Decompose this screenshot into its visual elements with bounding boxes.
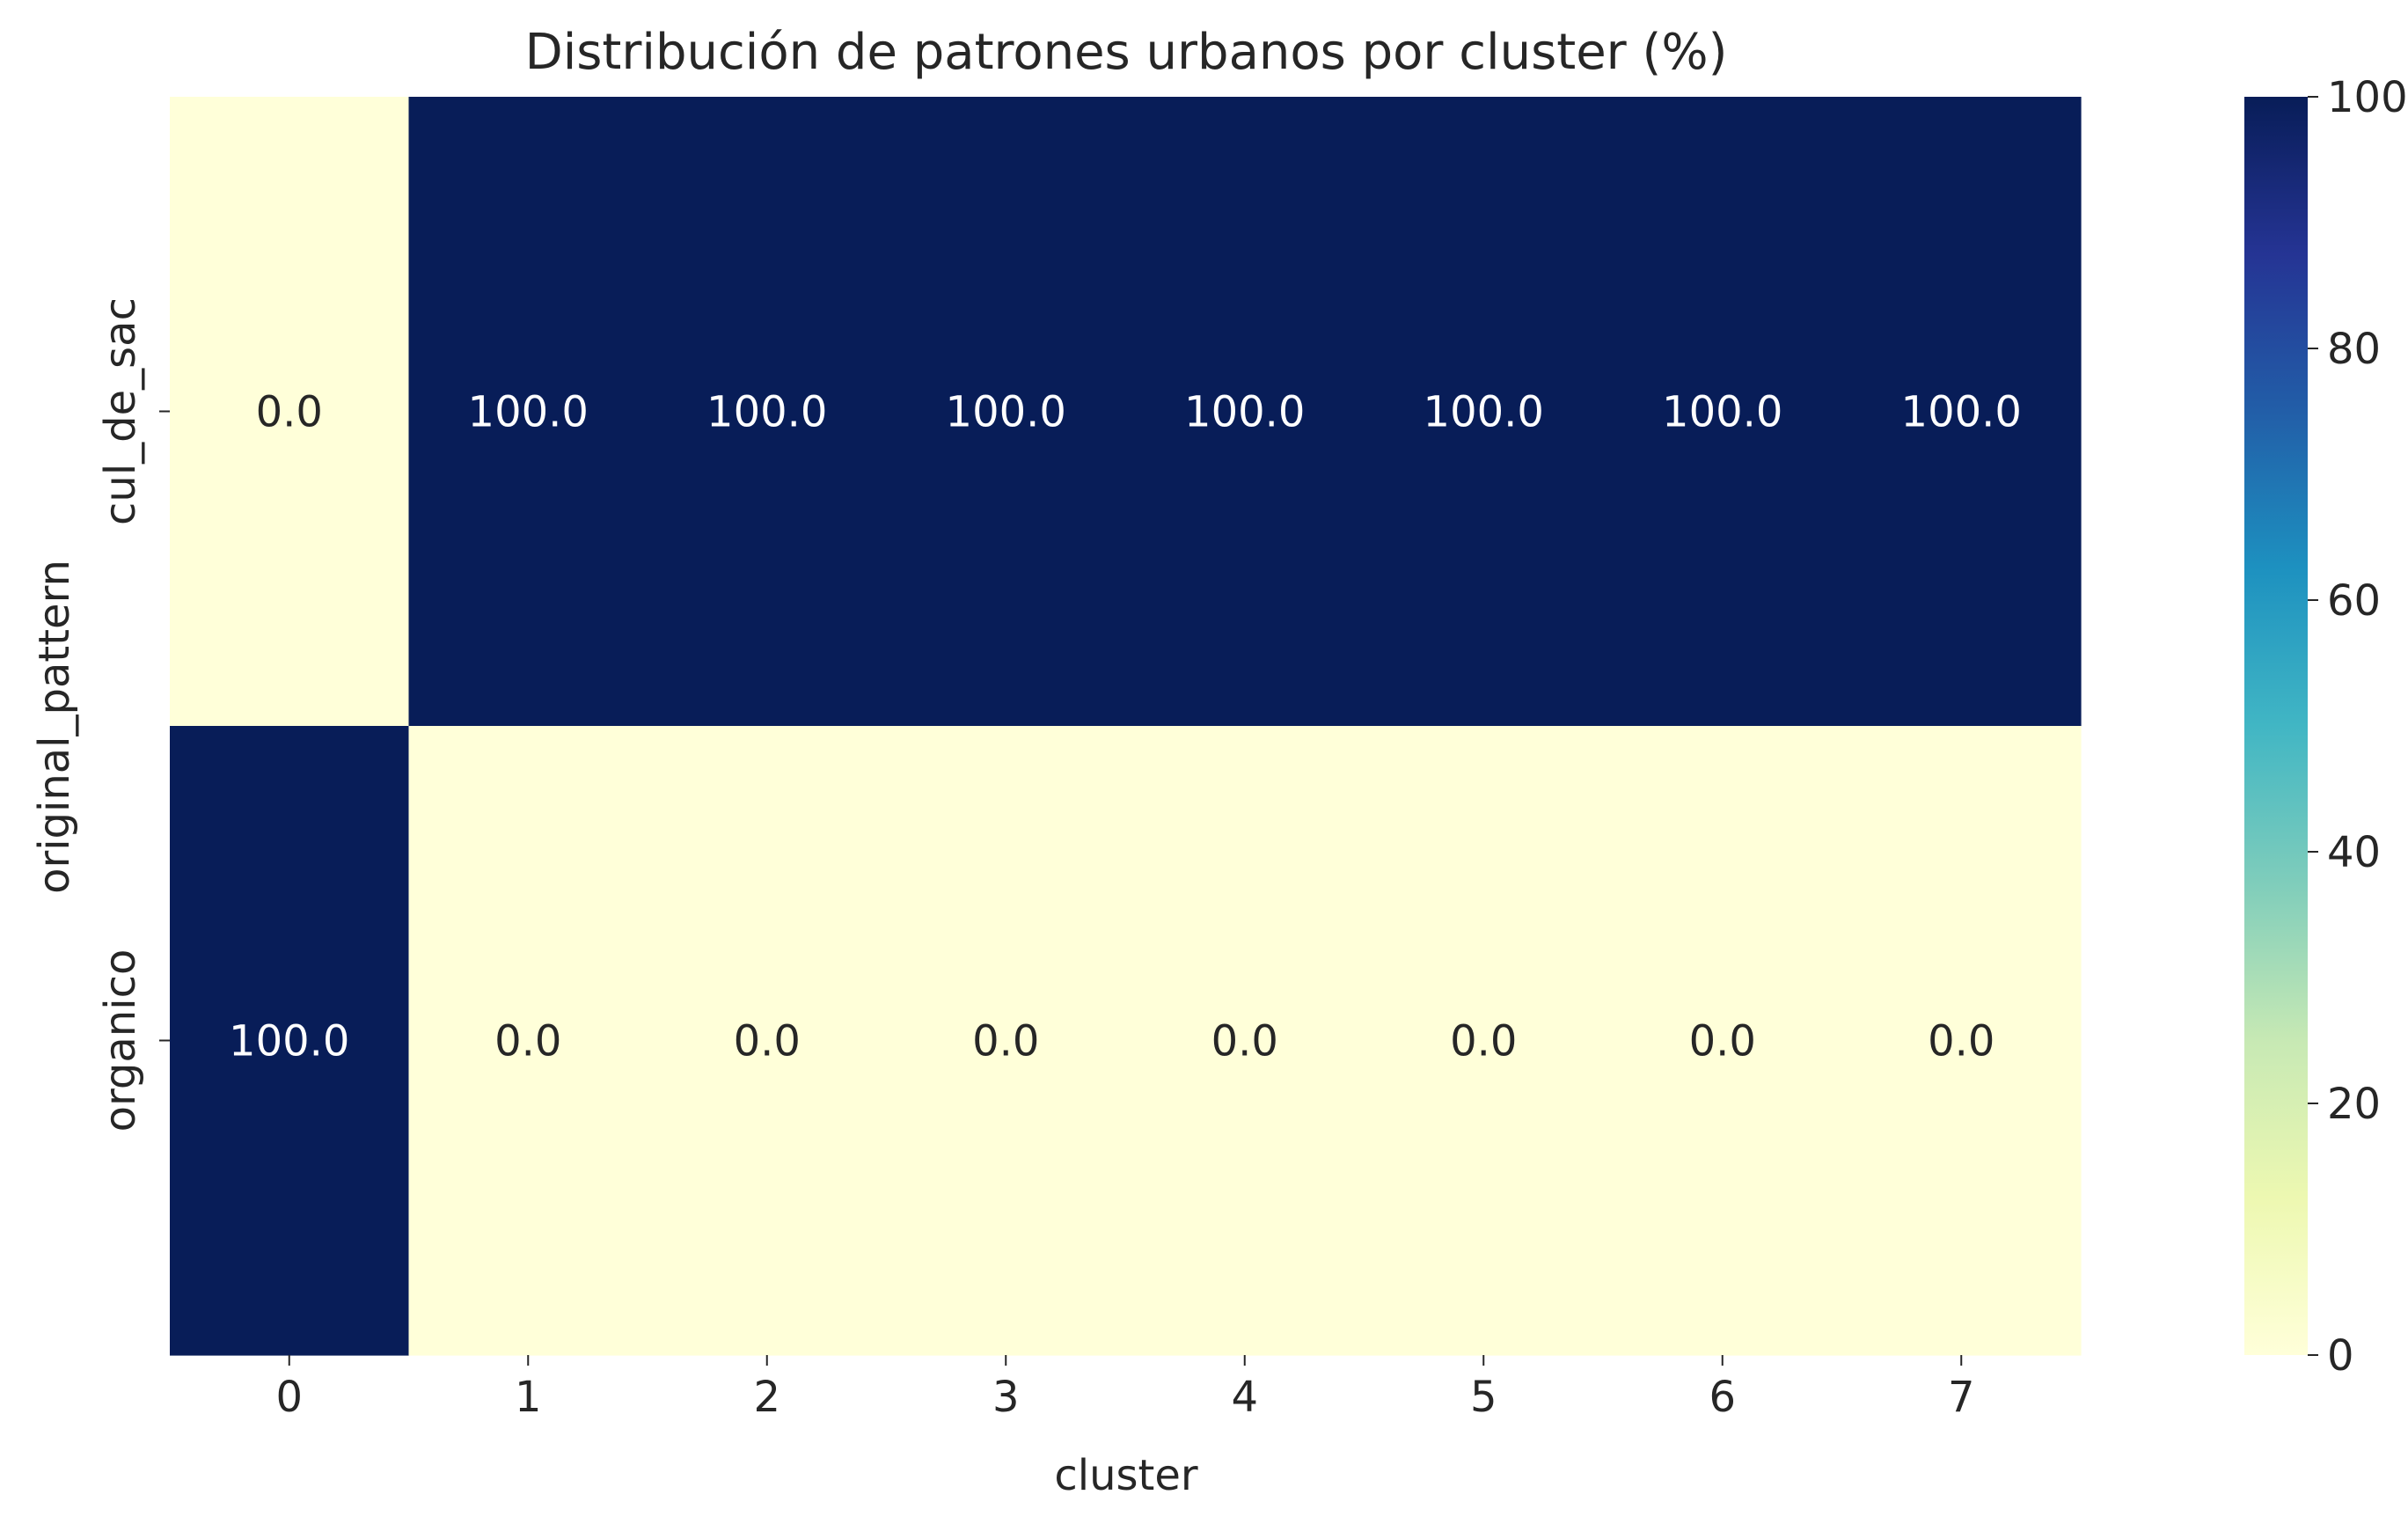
colorbar-axis: 0 20 40 60 80 100 [2308,73,2408,1381]
heatmap-cell [1603,726,1843,1356]
heatmap-cells [170,97,2082,1356]
x-axis-label: cluster [1054,1451,1198,1500]
cell-value-label: 0.0 [256,388,323,437]
cell-value-label: 100.0 [1662,388,1782,437]
heatmap-cell-labels: 0.0 100.0 100.0 100.0 100.0 100.0 100.0 100.0 10… [229,388,2022,1066]
heatmap-cell [1125,726,1365,1356]
x-tick-label: 0 [275,1373,303,1422]
y-axis-label: original_pattern [30,560,79,894]
heatmap-cell [170,726,410,1356]
x-tick-label: 5 [1470,1373,1497,1422]
heatmap-cell [1841,97,2082,727]
heatmap-cell [1125,97,1365,727]
cell-value-label: 100.0 [1184,388,1305,437]
heatmap-cell [170,97,410,727]
x-tick-label: 4 [1231,1373,1258,1422]
cell-value-label: 100.0 [1424,388,1544,437]
cell-value-label: 100.0 [946,388,1066,437]
heatmap-cell [1841,726,2082,1356]
x-tick-label: 7 [1948,1373,1975,1422]
heatmap-cell [1603,97,1843,727]
heatmap-cell [648,97,888,727]
chart-title: Distribución de patrones urbanos por clu… [525,24,1728,81]
colorbar-tick-label: 80 [2327,325,2381,374]
cell-value-label: 0.0 [1211,1017,1278,1066]
colorbar-tick-label: 0 [2327,1331,2354,1381]
cell-value-label: 100.0 [1901,388,2022,437]
heatmap-cell [1364,726,1604,1356]
colorbar [2244,97,2308,1355]
y-tick-label: organico [96,949,145,1132]
colorbar-tick-label: 40 [2327,828,2381,877]
x-tick-label: 3 [992,1373,1020,1422]
x-axis: 0 1 2 3 4 5 6 7 [275,1355,1975,1422]
cell-value-label: 0.0 [734,1017,801,1066]
cell-value-label: 0.0 [1450,1017,1517,1066]
cell-value-label: 100.0 [706,388,827,437]
colorbar-tick-label: 60 [2327,576,2381,626]
colorbar-tick-label: 100 [2327,73,2408,122]
cell-value-label: 0.0 [1928,1017,1994,1066]
heatmap-cell [886,726,1126,1356]
y-tick-label: cul_de_sac [96,297,145,525]
heatmap-cell [648,726,888,1356]
heatmap-cell [886,97,1126,727]
x-tick-label: 2 [753,1373,780,1422]
x-tick-label: 6 [1709,1373,1736,1422]
cell-value-label: 0.0 [1689,1017,1756,1066]
cell-value-label: 0.0 [494,1017,561,1066]
colorbar-tick-label: 20 [2327,1080,2381,1129]
heatmap-cell [408,726,648,1356]
heatmap-cell [408,97,648,727]
cell-value-label: 100.0 [229,1017,349,1066]
y-axis: cul_de_sac organico [96,297,170,1132]
heatmap-cell [1364,97,1604,727]
cell-value-label: 100.0 [468,388,589,437]
cell-value-label: 0.0 [972,1017,1039,1066]
x-tick-label: 1 [515,1373,542,1422]
